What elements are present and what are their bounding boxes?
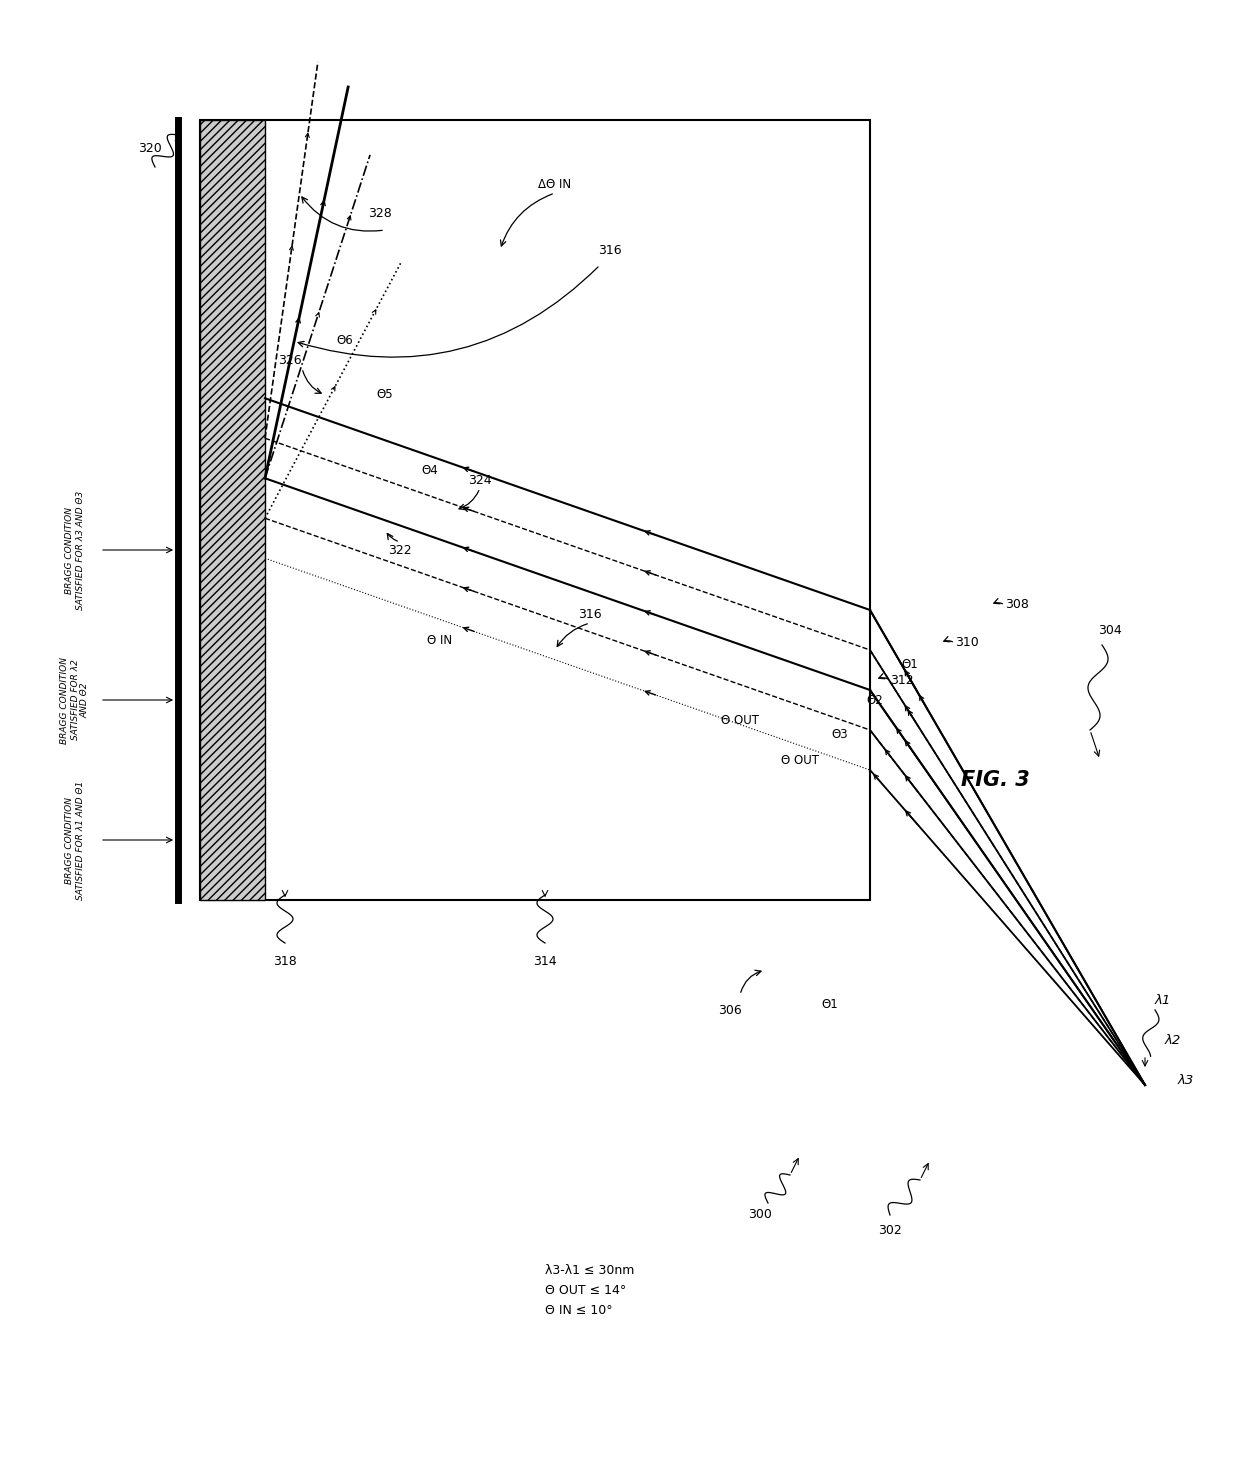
Text: λ2: λ2 — [1166, 1034, 1182, 1047]
Text: Θ4: Θ4 — [422, 463, 439, 476]
Text: 304: 304 — [1099, 623, 1122, 636]
Text: 322: 322 — [388, 544, 412, 557]
Text: 328: 328 — [368, 207, 392, 220]
Text: Θ5: Θ5 — [377, 388, 393, 402]
Text: BRAGG CONDITION
SATISFIED FOR λ1 AND Θ1: BRAGG CONDITION SATISFIED FOR λ1 AND Θ1 — [66, 780, 84, 900]
Text: 316: 316 — [578, 608, 601, 622]
Text: λ1: λ1 — [1154, 994, 1172, 1007]
Text: 316: 316 — [598, 243, 621, 257]
Text: 302: 302 — [878, 1224, 901, 1236]
Text: BRAGG CONDITION
SATISFIED FOR λ2
AND Θ2: BRAGG CONDITION SATISFIED FOR λ2 AND Θ2 — [60, 657, 91, 743]
Text: Θ OUT: Θ OUT — [781, 754, 818, 767]
Text: FIG. 3: FIG. 3 — [961, 770, 1029, 790]
Text: 326: 326 — [278, 353, 301, 366]
Text: Θ IN: Θ IN — [428, 633, 453, 647]
Text: 320: 320 — [138, 142, 162, 155]
Text: 308: 308 — [1004, 598, 1029, 611]
Text: Θ6: Θ6 — [336, 333, 353, 346]
Text: 324: 324 — [469, 474, 492, 487]
Text: 314: 314 — [533, 954, 557, 968]
Text: Θ2: Θ2 — [867, 693, 883, 707]
Bar — [200, 120, 265, 900]
Text: ΔΘ IN: ΔΘ IN — [538, 179, 572, 192]
Text: 310: 310 — [955, 636, 978, 649]
Text: Θ1: Θ1 — [822, 998, 838, 1012]
Text: Θ3: Θ3 — [832, 729, 848, 742]
Text: λ3-λ1 ≤ 30nm
Θ OUT ≤ 14°
Θ IN ≤ 10°: λ3-λ1 ≤ 30nm Θ OUT ≤ 14° Θ IN ≤ 10° — [546, 1264, 635, 1316]
Text: 300: 300 — [748, 1208, 773, 1221]
Text: Θ1: Θ1 — [901, 658, 919, 671]
Text: 318: 318 — [273, 954, 296, 968]
Text: λ3: λ3 — [1178, 1073, 1194, 1086]
Text: BRAGG CONDITION
SATISFIED FOR λ3 AND Θ3: BRAGG CONDITION SATISFIED FOR λ3 AND Θ3 — [66, 490, 84, 610]
Text: 312: 312 — [890, 673, 914, 686]
Bar — [200, 120, 870, 900]
Text: 306: 306 — [718, 1004, 742, 1016]
Text: Θ OUT: Θ OUT — [720, 714, 759, 727]
